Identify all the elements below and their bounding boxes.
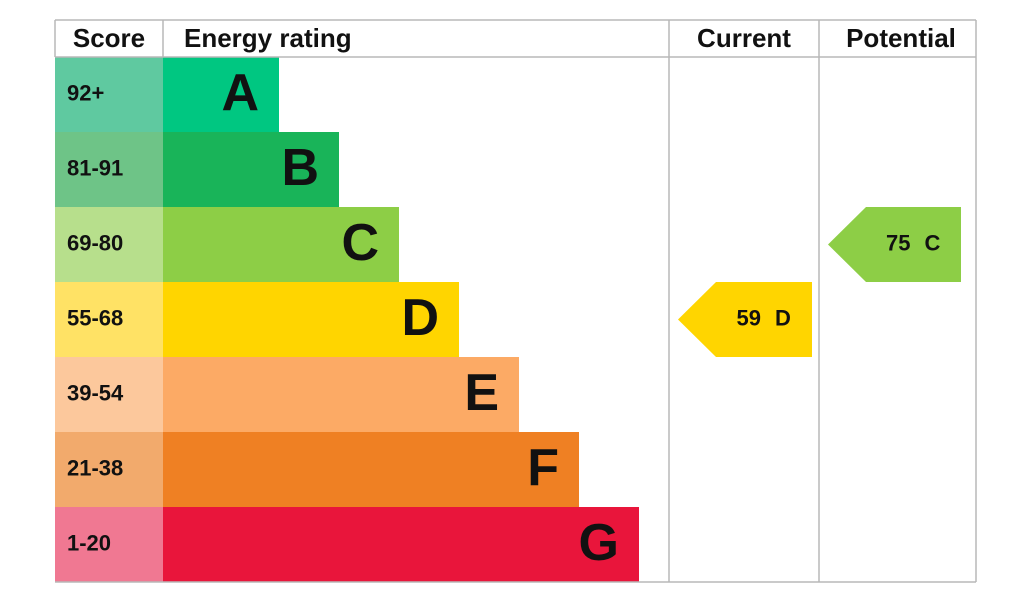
current-arrow: [678, 282, 812, 357]
score-label: 39-54: [67, 380, 124, 405]
score-cell: [55, 432, 163, 507]
header-current: Current: [697, 23, 791, 53]
current-value: 59: [737, 305, 761, 330]
score-label: 92+: [67, 80, 104, 105]
rating-letter: A: [221, 64, 259, 122]
potential-arrow: [828, 207, 961, 282]
rating-letter: E: [464, 364, 499, 422]
current-letter: D: [775, 305, 791, 330]
score-label: 69-80: [67, 230, 123, 255]
score-label: 55-68: [67, 305, 123, 330]
rating-letter: G: [579, 514, 619, 572]
header-score: Score: [73, 23, 145, 53]
score-cell: [55, 282, 163, 357]
score-cell: [55, 57, 163, 132]
rating-bar: [163, 357, 519, 432]
header-potential: Potential: [846, 23, 956, 53]
rating-bar: [163, 132, 339, 207]
rating-letter: F: [527, 439, 559, 497]
rating-letter: C: [341, 214, 379, 272]
rating-letter: B: [281, 139, 319, 197]
score-label: 81-91: [67, 155, 123, 180]
score-cell: [55, 132, 163, 207]
rating-bar: [163, 432, 579, 507]
potential-value: 75: [886, 230, 910, 255]
score-label: 21-38: [67, 455, 123, 480]
score-cell: [55, 357, 163, 432]
rating-bar: [163, 57, 279, 132]
rating-bar: [163, 507, 639, 582]
rating-bar: [163, 282, 459, 357]
rating-letter: D: [401, 289, 439, 347]
rating-bar: [163, 207, 399, 282]
header-rating: Energy rating: [184, 23, 352, 53]
score-cell: [55, 507, 163, 582]
potential-letter: C: [925, 230, 941, 255]
score-label: 1-20: [67, 530, 111, 555]
score-cell: [55, 207, 163, 282]
